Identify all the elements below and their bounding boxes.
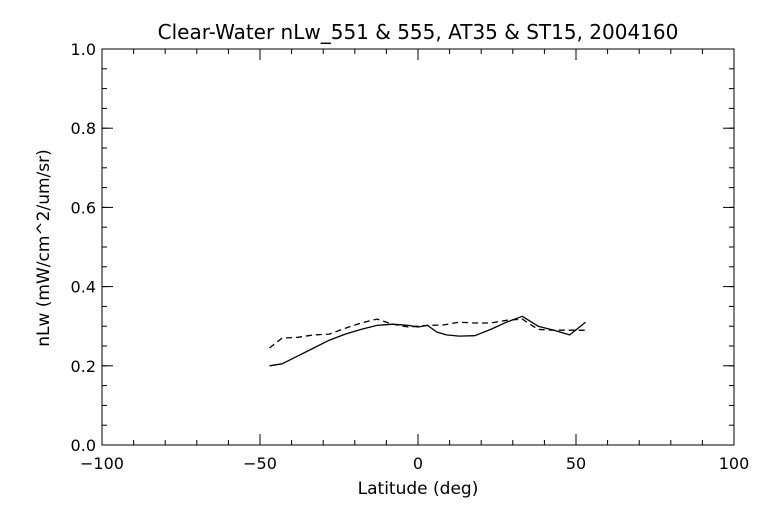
plot-frame <box>101 48 735 446</box>
y-tick-label: 0.8 <box>71 119 96 138</box>
series-dashed-line <box>269 318 586 349</box>
y-tick-label: 0.0 <box>71 436 96 455</box>
y-tick-label: 0.2 <box>71 357 96 376</box>
series-lines <box>269 315 586 367</box>
minor-ticks <box>101 48 735 446</box>
x-tick-label: 50 <box>566 454 586 473</box>
y-axis-label: nLw (mW/cm^2/um/sr) <box>34 149 54 347</box>
x-tick-labels: −100 −50 0 50 100 <box>80 454 749 473</box>
x-tick-label: 0 <box>413 454 423 473</box>
major-ticks <box>101 48 735 446</box>
series-solid-line <box>269 315 586 367</box>
chart-title: Clear-Water nLw_551 & 555, AT35 & ST15, … <box>158 20 679 44</box>
x-tick-label: 100 <box>719 454 750 473</box>
y-tick-label: 0.4 <box>71 278 96 297</box>
x-axis-label: Latitude (deg) <box>358 479 479 499</box>
x-tick-label: −100 <box>80 454 124 473</box>
y-tick-label: 1.0 <box>71 40 96 59</box>
y-tick-label: 0.6 <box>71 198 96 217</box>
y-tick-labels: 0.0 0.2 0.4 0.6 0.8 1.0 <box>71 40 96 455</box>
x-tick-label: −50 <box>243 454 277 473</box>
